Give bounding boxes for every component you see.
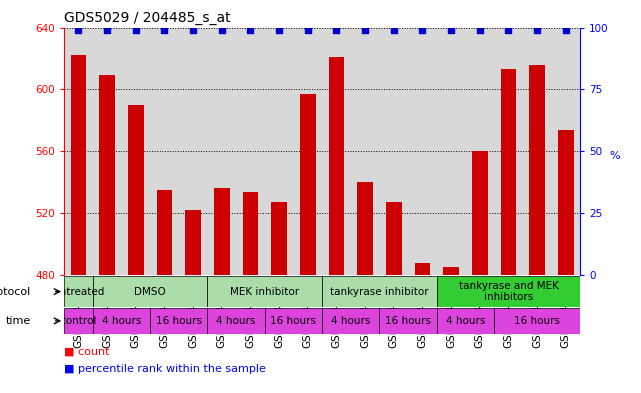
- Bar: [156, 190, 172, 275]
- Text: 16 hours: 16 hours: [385, 316, 431, 326]
- Text: protocol: protocol: [0, 286, 31, 297]
- Text: untreated: untreated: [53, 286, 104, 297]
- Text: GDS5029 / 204485_s_at: GDS5029 / 204485_s_at: [64, 11, 231, 25]
- Point: [532, 27, 542, 33]
- Point: [503, 27, 513, 33]
- Y-axis label: %: %: [609, 151, 620, 161]
- Text: tankyrase and MEK
inhibitors: tankyrase and MEK inhibitors: [458, 281, 558, 302]
- Text: 4 hours: 4 hours: [331, 316, 370, 326]
- Bar: [242, 191, 258, 275]
- Bar: [150, 308, 208, 334]
- Text: 16 hours: 16 hours: [156, 316, 202, 326]
- Bar: [386, 202, 402, 275]
- Bar: [185, 210, 201, 275]
- Bar: [322, 276, 437, 307]
- Bar: [437, 276, 580, 307]
- Point: [246, 27, 256, 33]
- Point: [274, 27, 284, 33]
- Point: [360, 27, 370, 33]
- Text: 4 hours: 4 hours: [217, 316, 256, 326]
- Text: control: control: [60, 316, 97, 326]
- Bar: [501, 69, 516, 275]
- Point: [388, 27, 399, 33]
- Bar: [329, 57, 344, 275]
- Bar: [64, 308, 93, 334]
- Point: [303, 27, 313, 33]
- Bar: [472, 151, 488, 275]
- Text: ■ percentile rank within the sample: ■ percentile rank within the sample: [64, 364, 266, 374]
- Bar: [415, 263, 430, 275]
- Text: tankyrase inhibitor: tankyrase inhibitor: [330, 286, 429, 297]
- Text: 16 hours: 16 hours: [514, 316, 560, 326]
- Bar: [71, 55, 87, 275]
- Point: [188, 27, 198, 33]
- Text: 4 hours: 4 hours: [445, 316, 485, 326]
- Point: [131, 27, 141, 33]
- Point: [446, 27, 456, 33]
- Text: time: time: [5, 316, 31, 326]
- Point: [561, 27, 571, 33]
- Bar: [379, 308, 437, 334]
- Bar: [357, 182, 373, 275]
- Bar: [99, 75, 115, 275]
- Text: ■ count: ■ count: [64, 346, 110, 356]
- Bar: [443, 267, 459, 275]
- Text: 16 hours: 16 hours: [271, 316, 317, 326]
- Bar: [558, 130, 574, 275]
- Bar: [529, 64, 545, 275]
- Point: [331, 27, 342, 33]
- Bar: [214, 188, 229, 275]
- Bar: [208, 276, 322, 307]
- Text: 4 hours: 4 hours: [102, 316, 141, 326]
- Bar: [128, 105, 144, 275]
- Bar: [93, 308, 150, 334]
- Bar: [437, 308, 494, 334]
- Point: [417, 27, 428, 33]
- Point: [217, 27, 227, 33]
- Text: DMSO: DMSO: [134, 286, 166, 297]
- Point: [474, 27, 485, 33]
- Point: [160, 27, 170, 33]
- Point: [73, 27, 83, 33]
- Bar: [265, 308, 322, 334]
- Point: [102, 27, 112, 33]
- Bar: [300, 94, 315, 275]
- Bar: [494, 308, 580, 334]
- Bar: [271, 202, 287, 275]
- Bar: [93, 276, 208, 307]
- Bar: [322, 308, 379, 334]
- Text: MEK inhibitor: MEK inhibitor: [230, 286, 299, 297]
- Bar: [64, 276, 93, 307]
- Bar: [208, 308, 265, 334]
